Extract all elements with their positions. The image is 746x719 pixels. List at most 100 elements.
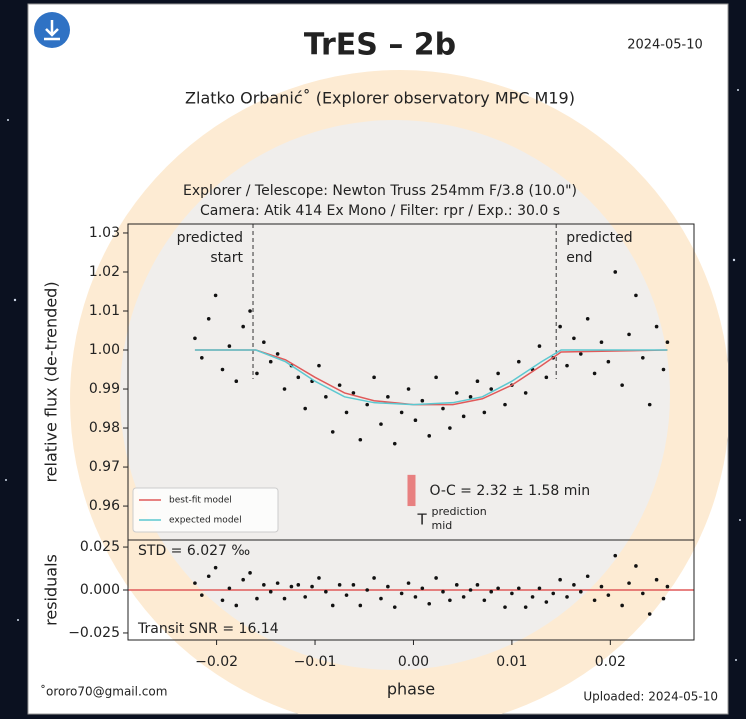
data-point (544, 375, 549, 380)
data-point (248, 309, 252, 313)
data-point (406, 581, 411, 585)
data-point (427, 434, 432, 438)
data-point (262, 340, 266, 345)
data-point (420, 586, 425, 591)
y-tick-label: −0.025 (68, 625, 120, 641)
data-point (241, 324, 245, 329)
data-point (482, 410, 487, 415)
x-axis-label: phase (387, 680, 435, 699)
x-tick-label: 0.02 (595, 654, 626, 670)
camera: Camera: Atik 414 Ex Mono / Filter: rpr /… (200, 203, 560, 219)
data-point (193, 581, 197, 585)
y-tick-label: 0.025 (80, 539, 120, 555)
data-point (489, 387, 494, 391)
setup: Explorer / Telescope: Newton Truss 254mm… (183, 183, 577, 199)
data-point (330, 603, 335, 608)
tmid-sup: prediction (431, 505, 486, 518)
data-point (627, 332, 631, 337)
plot-frame (127, 539, 695, 641)
data-point (399, 591, 404, 596)
data-point (303, 406, 307, 411)
data-point (282, 387, 287, 391)
y-axis-label: residuals (42, 554, 61, 626)
data-point (558, 577, 562, 582)
date: 2024-05-10 (627, 38, 703, 53)
data-point (255, 371, 259, 376)
data-point (551, 591, 556, 596)
data-point (413, 418, 418, 423)
data-point (496, 371, 500, 376)
data-point (303, 595, 307, 599)
data-point (289, 584, 294, 589)
data-point (296, 583, 301, 587)
data-point (606, 359, 611, 364)
data-point (647, 612, 652, 616)
data-point (358, 603, 363, 608)
x-tick-label: −0.02 (195, 654, 238, 670)
data-point (213, 293, 218, 298)
data-point (613, 270, 618, 274)
data-point (337, 383, 342, 387)
data-point (468, 395, 473, 399)
data-point (200, 593, 204, 597)
data-point (565, 363, 569, 368)
data-point (579, 352, 583, 356)
data-point (365, 588, 369, 592)
y-tick-label: 1.01 (89, 303, 120, 319)
legend-label: expected model (169, 516, 242, 526)
data-point (537, 344, 542, 348)
data-point (516, 359, 521, 364)
data-point (599, 584, 604, 589)
data-point (510, 591, 514, 596)
data-point (544, 600, 549, 604)
data-point (537, 586, 542, 591)
data-point (220, 598, 225, 603)
data-point (496, 586, 500, 591)
data-point (296, 375, 301, 380)
data-point (585, 317, 590, 321)
y-tick-label: 0.97 (89, 459, 120, 475)
email: ˚ororo70@gmail.com (40, 684, 167, 699)
data-point (358, 437, 363, 442)
title: TrES – 2b (304, 28, 456, 63)
data-point (337, 583, 342, 587)
y-tick-label: 0.96 (89, 498, 120, 514)
data-point (324, 395, 328, 399)
data-point (448, 426, 452, 430)
y-axis-label: relative flux (de-trended) (42, 281, 61, 482)
snr-text: Transit SNR = 16.14 (137, 621, 279, 637)
data-point (592, 371, 597, 376)
data-point (275, 581, 280, 585)
data-point (461, 595, 466, 599)
data-point (234, 379, 239, 384)
data-point (634, 293, 638, 298)
data-point (344, 593, 349, 597)
data-point (386, 584, 390, 589)
data-point (661, 367, 666, 372)
data-point (392, 441, 397, 446)
data-point (262, 583, 266, 587)
y-tick-label: 1.03 (89, 225, 120, 241)
data-point (461, 414, 466, 419)
data-point (454, 583, 459, 587)
prediction-label: start (210, 250, 243, 266)
data-point (351, 583, 356, 587)
data-point (523, 605, 528, 609)
y-tick-label: 1.02 (89, 264, 120, 280)
data-point (579, 589, 583, 594)
model-line (194, 349, 668, 406)
data-point (268, 589, 273, 594)
download-button[interactable] (34, 12, 70, 48)
data-point (434, 576, 438, 580)
data-point (379, 596, 383, 601)
data-point (647, 402, 652, 407)
data-point (282, 596, 287, 601)
data-point (572, 336, 576, 341)
data-point (255, 596, 259, 601)
prediction-label: end (566, 250, 592, 266)
data-point (241, 577, 245, 582)
x-tick-label: −0.01 (294, 654, 337, 670)
data-point (248, 571, 252, 575)
